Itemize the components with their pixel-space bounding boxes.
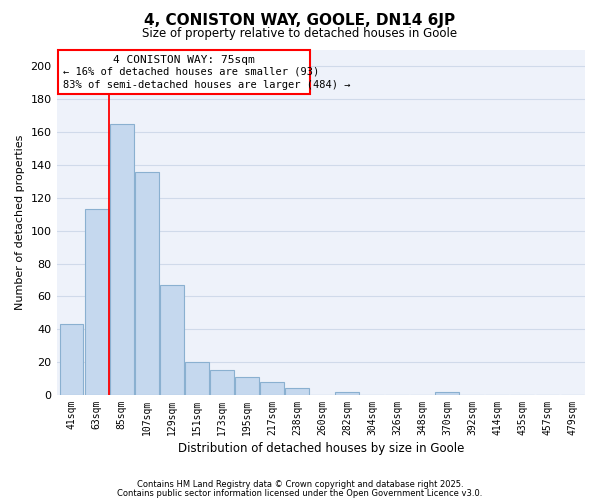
Bar: [110, 124, 134, 395]
Bar: [260, 382, 284, 395]
Text: Contains HM Land Registry data © Crown copyright and database right 2025.: Contains HM Land Registry data © Crown c…: [137, 480, 463, 489]
Bar: [436, 392, 459, 395]
FancyBboxPatch shape: [58, 50, 310, 94]
Bar: [185, 362, 209, 395]
Bar: [335, 392, 359, 395]
Text: Size of property relative to detached houses in Goole: Size of property relative to detached ho…: [142, 28, 458, 40]
Bar: [135, 172, 158, 395]
Text: 4, CONISTON WAY, GOOLE, DN14 6JP: 4, CONISTON WAY, GOOLE, DN14 6JP: [145, 12, 455, 28]
Bar: [235, 377, 259, 395]
Bar: [59, 324, 83, 395]
Bar: [85, 210, 109, 395]
X-axis label: Distribution of detached houses by size in Goole: Distribution of detached houses by size …: [178, 442, 464, 455]
Text: 4 CONISTON WAY: 75sqm: 4 CONISTON WAY: 75sqm: [113, 55, 254, 65]
Text: ← 16% of detached houses are smaller (93): ← 16% of detached houses are smaller (93…: [63, 66, 319, 76]
Bar: [285, 388, 309, 395]
Text: Contains public sector information licensed under the Open Government Licence v3: Contains public sector information licen…: [118, 488, 482, 498]
Text: 83% of semi-detached houses are larger (484) →: 83% of semi-detached houses are larger (…: [63, 80, 350, 90]
Y-axis label: Number of detached properties: Number of detached properties: [15, 135, 25, 310]
Bar: [210, 370, 234, 395]
Bar: [160, 285, 184, 395]
